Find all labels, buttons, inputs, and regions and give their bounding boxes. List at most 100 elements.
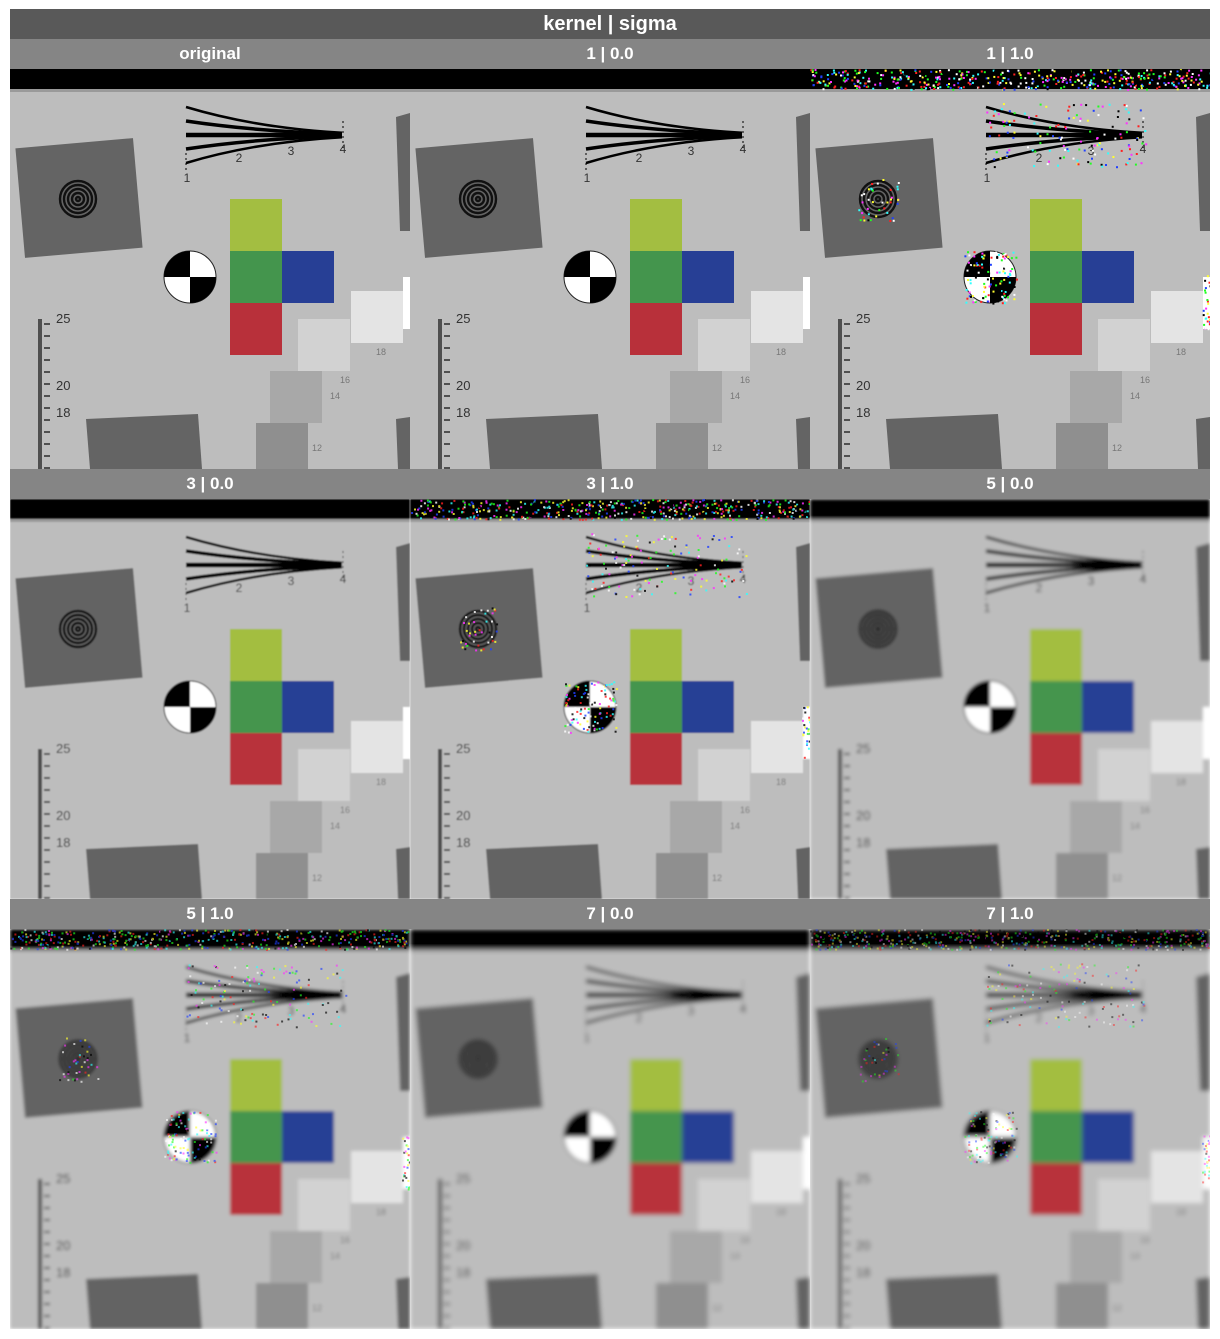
- noise-dot: [819, 81, 822, 84]
- noise-dot: [1205, 1150, 1208, 1153]
- noise-dot: [606, 504, 609, 507]
- noise-dot: [1067, 73, 1070, 76]
- noise-dot: [772, 499, 775, 502]
- noise-dot: [928, 941, 931, 944]
- noise-dot: [1137, 74, 1140, 77]
- noise-dot: [717, 504, 720, 507]
- noise-dot: [199, 1129, 202, 1132]
- noise-dot: [805, 727, 808, 730]
- noise-dot: [732, 516, 735, 519]
- noise-dot: [382, 945, 384, 948]
- noise-dot: [987, 1138, 990, 1140]
- scale-tick: [844, 1303, 850, 1305]
- noise-dot: [1106, 80, 1109, 83]
- noise-dot: [815, 934, 818, 937]
- noise-dot: [1169, 70, 1172, 73]
- noise-dot: [377, 942, 380, 945]
- target-quadrant: [964, 1111, 990, 1137]
- noise-dot: [1011, 940, 1013, 943]
- noise-dot: [285, 947, 288, 949]
- noise-dot: [990, 1150, 993, 1153]
- noise-dot: [289, 1017, 292, 1020]
- noise-dot: [1150, 945, 1153, 948]
- patch-red: [1030, 303, 1082, 355]
- noise-dot: [1190, 945, 1193, 948]
- noise-dot: [77, 941, 80, 944]
- noise-dot: [995, 1127, 997, 1130]
- noise-dot: [74, 940, 77, 943]
- noise-dot: [1133, 940, 1136, 943]
- noise-dot: [789, 500, 792, 503]
- noise-dot: [127, 931, 130, 934]
- noise-dot: [611, 713, 614, 716]
- noise-dot: [1042, 929, 1045, 932]
- noise-dot: [633, 504, 636, 507]
- noise-dot: [1108, 975, 1111, 978]
- noise-dot: [1187, 77, 1190, 80]
- noise-dot: [1081, 963, 1084, 966]
- noise-dot: [18, 935, 20, 938]
- noise-dot: [651, 510, 654, 513]
- noise-dot: [778, 510, 781, 513]
- noise-dot: [1060, 87, 1063, 90]
- patch-label: 16: [740, 1235, 750, 1245]
- top-strip: [810, 499, 1210, 519]
- noise-dot: [1050, 929, 1053, 932]
- noise-dot: [577, 509, 580, 512]
- noise-dot: [319, 935, 322, 938]
- noise-dot: [182, 1152, 185, 1155]
- noise-dot: [886, 1070, 889, 1073]
- noise-dot: [1033, 122, 1036, 125]
- noise-dot: [406, 1159, 409, 1162]
- wedge-line: [585, 995, 743, 1025]
- patch-label: 16: [340, 1235, 350, 1245]
- noise-dot: [1201, 942, 1204, 945]
- noise-dot: [201, 947, 204, 950]
- noise-dot: [1141, 85, 1144, 88]
- noise-dot: [1101, 79, 1104, 82]
- pattern-ring: [474, 195, 482, 203]
- patch-white-edge: [403, 1137, 410, 1189]
- noise-dot: [722, 510, 725, 513]
- patch-white-edge: [803, 277, 810, 329]
- noise-dot: [815, 71, 818, 74]
- noise-dot: [610, 683, 613, 686]
- noise-dot: [98, 940, 101, 943]
- noise-dot: [265, 942, 268, 945]
- noise-dot: [202, 981, 205, 984]
- noise-dot: [242, 990, 244, 993]
- noise-dot: [1007, 256, 1010, 258]
- scale-tick: [444, 885, 450, 887]
- scale-label: 18: [456, 405, 470, 420]
- noise-dot: [567, 499, 570, 502]
- noise-dot: [212, 935, 215, 938]
- patch-yellow-green: [1030, 1059, 1082, 1111]
- noise-dot: [977, 936, 980, 939]
- noise-dot: [864, 936, 867, 939]
- noise-dot: [625, 535, 628, 538]
- noise-dot: [1031, 82, 1034, 85]
- noise-dot: [819, 948, 822, 951]
- noise-dot: [690, 504, 693, 507]
- noise-dot: [966, 297, 969, 300]
- noise-dot: [1158, 941, 1161, 944]
- noise-dot: [375, 948, 378, 951]
- noise-dot: [144, 934, 147, 937]
- patch-mid: [698, 749, 750, 801]
- noise-dot: [1117, 943, 1120, 946]
- noise-dot: [589, 542, 592, 545]
- noise-dot: [988, 272, 991, 275]
- noise-dot: [145, 944, 148, 947]
- noise-dot: [177, 943, 180, 946]
- noise-dot: [969, 264, 972, 267]
- wedge-line: [185, 564, 343, 581]
- noise-dot: [768, 504, 771, 507]
- noise-dot: [1112, 156, 1115, 158]
- noise-dot: [974, 77, 977, 80]
- noise-dot: [61, 932, 64, 935]
- noise-dot: [956, 932, 959, 935]
- noise-dot: [251, 1019, 254, 1022]
- noise-dot: [969, 80, 972, 82]
- noise-dot: [1208, 1159, 1210, 1162]
